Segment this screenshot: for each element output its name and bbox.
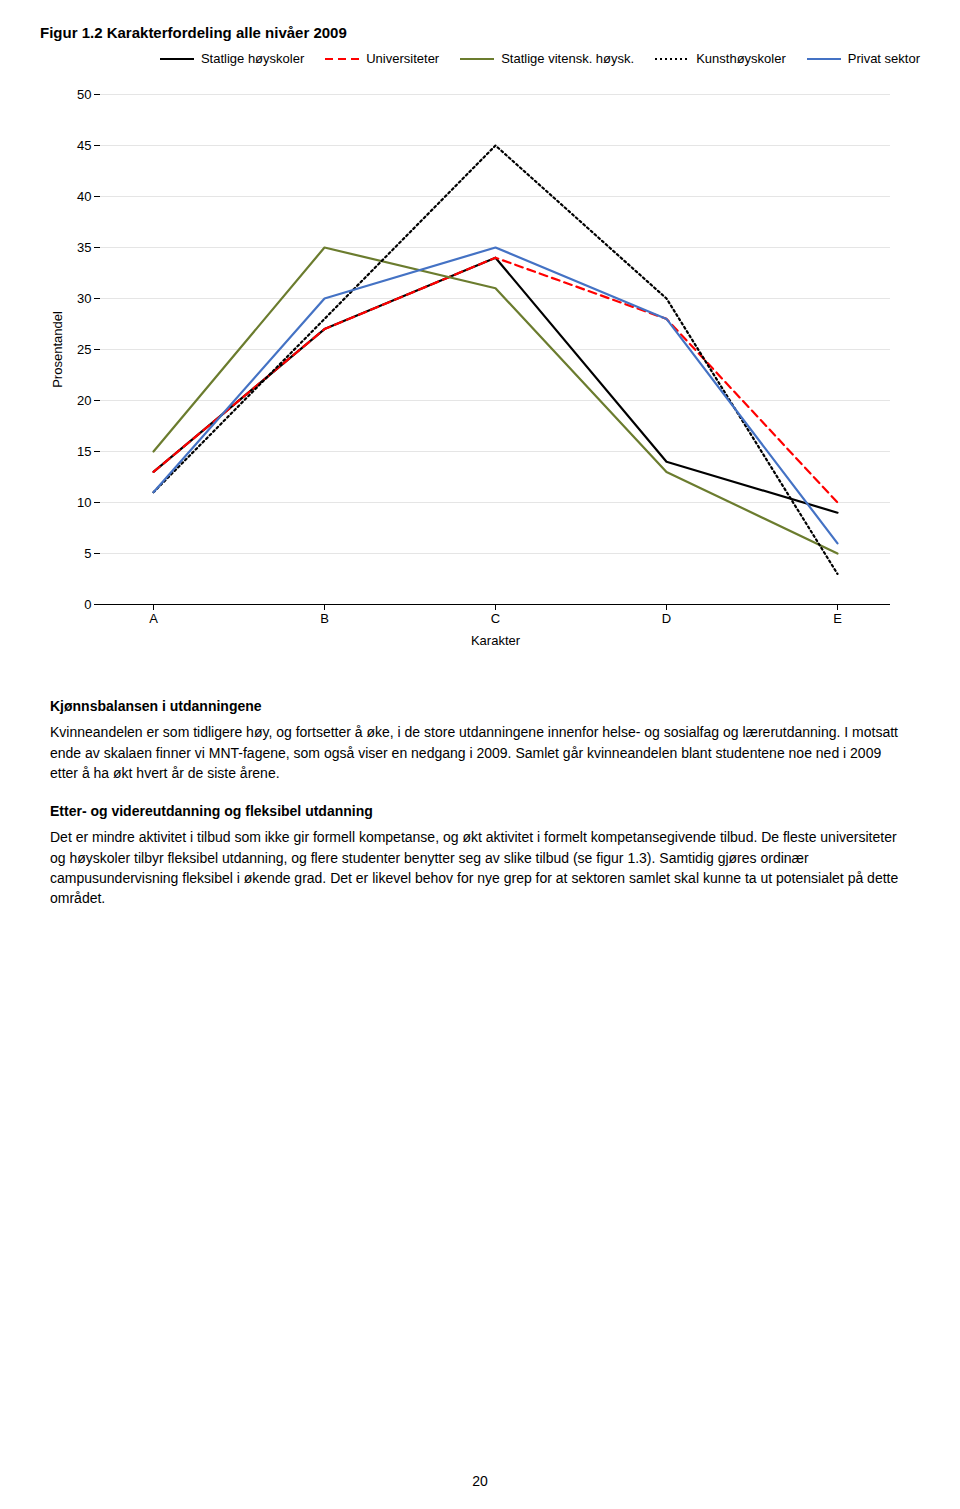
svg-text:15: 15 (77, 444, 91, 459)
svg-text:45: 45 (77, 138, 91, 153)
html-text:Etter- og videreutdanning og f: Etter- og videreutdanning og fleksibel u… (50, 803, 373, 820)
svg-text:20: 20 (77, 393, 91, 408)
html-text:Kvinneandelen er som tidligere: Kvinneandelen er som tidligere høy, og f… (50, 724, 898, 781)
svg-text:25: 25 (77, 342, 91, 357)
svg-text:Karakter: Karakter (471, 633, 521, 648)
html-text:Statlige vitensk. høysk.: Statlige vitensk. høysk. (501, 51, 635, 66)
html-text:Kjønnsbalansen i utdanningene: Kjønnsbalansen i utdanningene (50, 698, 262, 714)
html-text:20: 20 (472, 1473, 488, 1489)
svg-text:40: 40 (77, 189, 91, 204)
html-text:Det er mindre aktivitet i tilb: Det er mindre aktivitet i tilbud som ikk… (50, 829, 899, 907)
html-text:Kunsthøyskoler: Kunsthøyskoler (696, 51, 786, 66)
svg-text:10: 10 (77, 495, 91, 510)
html-text:Figur 1.2 Karakterfordeling al: Figur 1.2 Karakterfordeling alle nivåer … (40, 24, 347, 41)
svg-text:5: 5 (84, 546, 91, 561)
svg-text:35: 35 (77, 240, 91, 255)
svg-text:E: E (833, 611, 842, 626)
html-text:Universiteter: Universiteter (366, 51, 440, 66)
svg-text:30: 30 (77, 291, 91, 306)
svg-text:B: B (320, 611, 329, 626)
svg-text:A: A (149, 611, 158, 626)
html-text:Statlige høyskoler: Statlige høyskoler (200, 51, 305, 66)
svg-text:C: C (491, 611, 500, 626)
svg-text:Prosentandel: Prosentandel (50, 311, 65, 388)
html-text:Privat sektor: Privat sektor (847, 51, 920, 66)
svg-text:0: 0 (84, 597, 91, 612)
svg-text:D: D (662, 611, 671, 626)
svg-text:50: 50 (77, 87, 91, 102)
